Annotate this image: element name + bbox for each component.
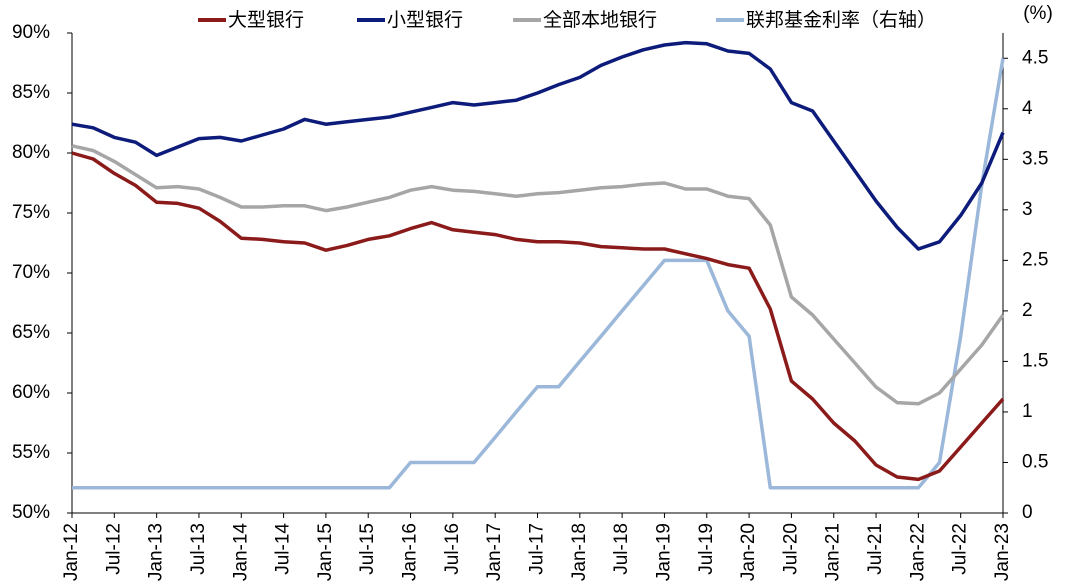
x-tick-label: Jan-17 xyxy=(484,523,505,581)
x-tick-label: Jan-14 xyxy=(230,523,251,582)
y2-tick-label: 3 xyxy=(1022,199,1033,220)
x-tick-label: Jul-22 xyxy=(950,523,971,575)
y2-tick-label: 0 xyxy=(1022,502,1033,523)
y2-tick-label: 1.5 xyxy=(1022,350,1048,371)
x-tick-label: Jul-17 xyxy=(527,523,548,575)
y2-tick-label: 4.5 xyxy=(1022,47,1048,68)
x-tick-label: Jan-22 xyxy=(907,523,928,581)
y-tick-label: 60% xyxy=(12,382,50,403)
x-tick-label: Jul-13 xyxy=(188,523,209,575)
legend-label: 大型银行 xyxy=(228,9,304,31)
x-tick-label: Jan-21 xyxy=(823,523,844,581)
x-tick-label: Jan-19 xyxy=(653,523,674,581)
series-line xyxy=(71,144,1005,406)
series-line xyxy=(71,151,1005,482)
legend-label: 联邦基金利率（右轴） xyxy=(746,9,936,31)
x-tick-label: Jul-18 xyxy=(611,523,632,575)
x-tick-label: Jul-21 xyxy=(865,523,886,575)
x-tick-label: Jul-15 xyxy=(357,523,378,575)
y2-tick-label: 2.5 xyxy=(1022,249,1048,270)
x-tick-label: Jan-15 xyxy=(315,523,336,581)
y2-tick-label: 3.5 xyxy=(1022,148,1048,169)
y-tick-label: 70% xyxy=(12,262,50,283)
x-tick-label: Jan-13 xyxy=(146,523,167,581)
x-tick-label: Jul-20 xyxy=(780,523,801,575)
y-tick-label: 85% xyxy=(12,82,50,103)
y-tick-label: 75% xyxy=(12,202,50,223)
y-tick-label: 55% xyxy=(12,442,50,463)
y-tick-label: 50% xyxy=(12,502,50,523)
x-tick-label: Jan-23 xyxy=(992,523,1013,581)
x-tick-label: Jan-20 xyxy=(738,523,759,581)
legend-label: 小型银行 xyxy=(387,9,463,31)
x-tick-label: Jul-16 xyxy=(442,523,463,575)
y2-axis-label: (%) xyxy=(1023,3,1053,24)
y2-tick-label: 2 xyxy=(1022,300,1033,321)
y-tick-label: 80% xyxy=(12,142,50,163)
series-line xyxy=(71,40,1005,251)
y2-tick-label: 0.5 xyxy=(1022,451,1048,472)
y-tick-label: 90% xyxy=(12,22,50,43)
series-line xyxy=(72,58,1005,490)
x-tick-label: Jan-12 xyxy=(61,523,82,581)
y2-tick-label: 1 xyxy=(1022,401,1033,422)
x-tick-label: Jan-18 xyxy=(569,523,590,581)
x-tick-label: Jan-16 xyxy=(400,523,421,581)
y2-tick-label: 4 xyxy=(1022,98,1033,119)
legend-label: 全部本地银行 xyxy=(543,9,657,31)
x-tick-label: Jul-14 xyxy=(273,523,294,575)
x-tick-label: Jul-12 xyxy=(103,523,124,575)
y-tick-label: 65% xyxy=(12,322,50,343)
x-tick-label: Jul-19 xyxy=(696,523,717,575)
